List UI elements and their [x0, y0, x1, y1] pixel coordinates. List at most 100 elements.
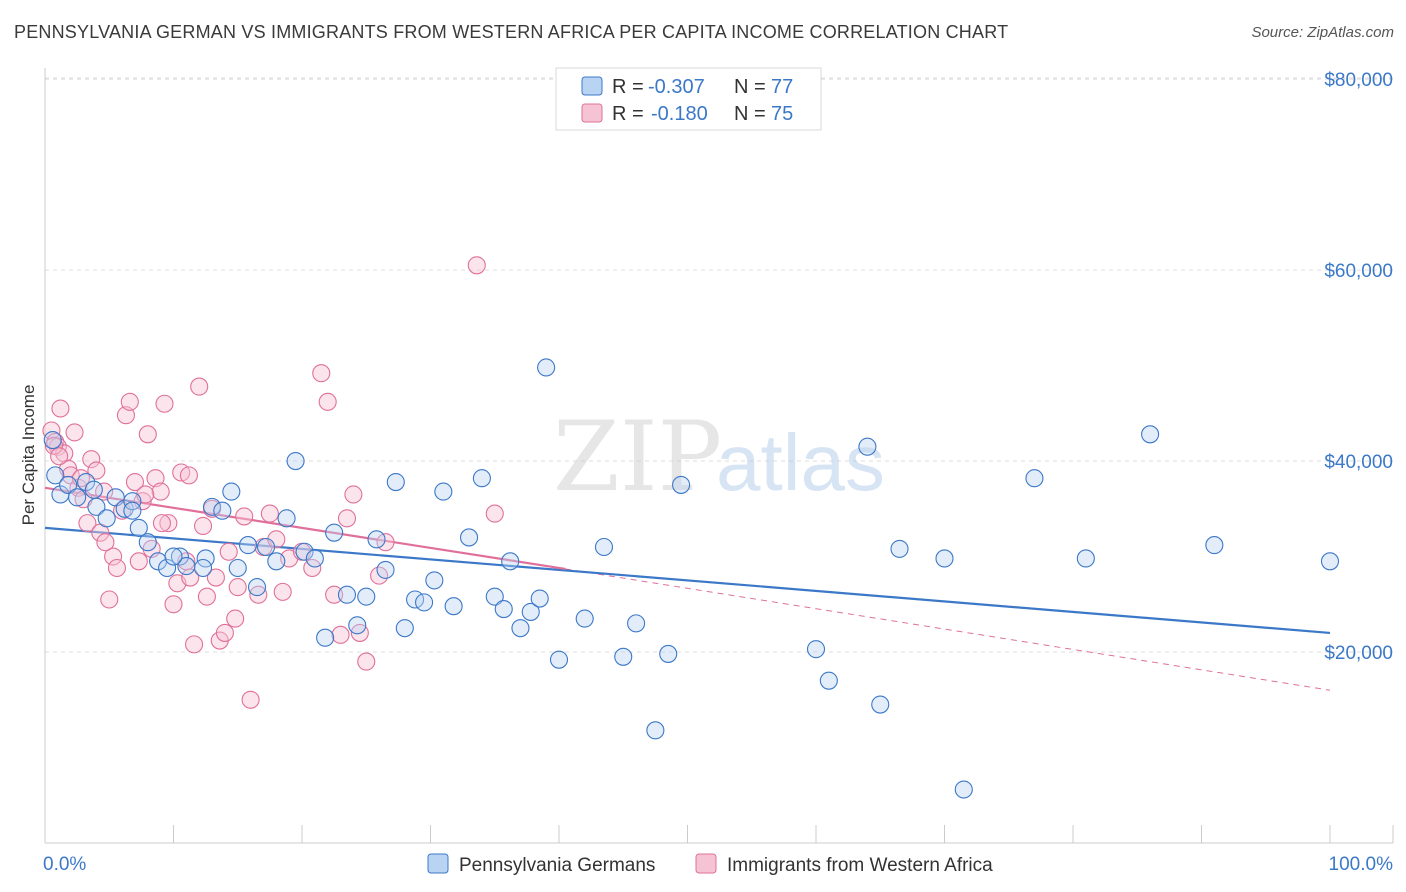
- chart-source: Source: ZipAtlas.com: [1251, 24, 1394, 41]
- point-blue-62: [858, 437, 877, 456]
- point-pink-19: [116, 406, 136, 425]
- point-blue-72: [43, 430, 62, 450]
- point-pink-54: [318, 392, 337, 411]
- point-blue-70: [1205, 536, 1224, 555]
- point-pink-20: [120, 392, 139, 411]
- gridlines: [45, 77, 1393, 653]
- y-tick-label-2: $60,000: [1324, 261, 1393, 282]
- point-pink-37: [194, 516, 213, 536]
- point-blue-54: [594, 537, 614, 557]
- point-blue-43: [459, 528, 479, 547]
- point-blue-31: [337, 585, 357, 604]
- point-pink-22: [129, 552, 148, 571]
- y-tick-label-1: $40,000: [1324, 452, 1393, 473]
- point-blue-65: [935, 549, 954, 568]
- point-blue-11: [138, 533, 157, 552]
- point-blue-19: [222, 482, 241, 501]
- point-blue-76: [194, 558, 213, 578]
- point-blue-32: [348, 616, 367, 635]
- point-pink-63: [467, 256, 486, 275]
- point-blue-40: [425, 571, 444, 590]
- point-blue-30: [325, 523, 344, 542]
- point-blue-55: [614, 647, 633, 666]
- legend-n-value-1: 77: [771, 76, 793, 98]
- point-pink-35: [185, 635, 204, 654]
- legend-box: R = -0.307 N = 77 R = -0.180 N = 75: [555, 67, 822, 131]
- watermark-atlas: atlas: [716, 418, 885, 507]
- point-blue-0: [46, 466, 65, 485]
- point-pink-0: [42, 421, 61, 440]
- point-blue-71: [1320, 552, 1340, 571]
- legend-n-value-2: 75: [771, 103, 793, 125]
- point-blue-20: [228, 558, 247, 578]
- point-pink-27: [151, 482, 170, 501]
- point-blue-13: [158, 558, 177, 578]
- point-pink-29: [159, 514, 178, 533]
- point-blue-59: [672, 475, 691, 494]
- data-points: [42, 256, 1340, 799]
- point-blue-58: [659, 644, 678, 663]
- point-pink-58: [344, 485, 363, 504]
- point-pink-11: [82, 450, 101, 469]
- point-blue-8: [115, 499, 134, 518]
- point-pink-56: [331, 625, 350, 644]
- point-pink-10: [78, 514, 97, 533]
- bottom-legend-swatch-pink: [695, 853, 717, 874]
- point-pink-34: [181, 568, 200, 587]
- point-pink-71: [179, 466, 198, 485]
- point-blue-75: [164, 547, 183, 566]
- point-blue-68: [1076, 549, 1095, 568]
- point-blue-39: [415, 593, 434, 612]
- point-blue-21: [238, 536, 258, 555]
- point-blue-66: [954, 780, 973, 799]
- point-blue-33: [357, 587, 376, 606]
- legend-r-value-2: -0.180: [651, 103, 708, 125]
- point-blue-69: [1141, 425, 1160, 444]
- legend-n-label-1: N =: [734, 76, 766, 98]
- point-blue-73: [84, 480, 103, 499]
- point-blue-60: [806, 640, 826, 659]
- point-pink-42: [215, 623, 234, 642]
- point-blue-63: [871, 695, 890, 714]
- point-blue-23: [256, 537, 276, 557]
- trend-line-blue: [44, 526, 1331, 635]
- point-blue-52: [549, 650, 569, 669]
- legend-swatch-pink: [581, 103, 603, 123]
- point-blue-47: [501, 552, 520, 571]
- point-pink-28: [155, 394, 174, 413]
- point-blue-34: [367, 530, 386, 549]
- point-pink-7: [65, 423, 84, 442]
- point-pink-26: [146, 469, 165, 488]
- point-blue-2: [59, 475, 78, 494]
- point-blue-25: [277, 509, 296, 528]
- point-pink-70: [152, 514, 171, 533]
- point-pink-24: [138, 425, 157, 444]
- point-pink-30: [164, 595, 183, 614]
- point-blue-6: [97, 509, 116, 528]
- point-pink-49: [267, 530, 286, 549]
- point-blue-46: [494, 600, 513, 619]
- point-blue-50: [530, 589, 549, 608]
- point-blue-22: [247, 578, 267, 597]
- point-blue-37: [395, 619, 414, 638]
- bottom-legend: Pennsylvania Germans Immigrants from Wes…: [427, 853, 993, 876]
- y-tick-label-3: $80,000: [1324, 70, 1393, 91]
- legend-r-label-2: R =: [612, 103, 644, 125]
- point-blue-26: [286, 451, 305, 471]
- bottom-legend-swatch-blue: [427, 853, 449, 874]
- x-tick-label-end: 100.0%: [1329, 854, 1394, 875]
- point-blue-3: [68, 488, 87, 507]
- point-blue-28: [305, 549, 324, 568]
- point-pink-3: [51, 399, 70, 418]
- y-axis-label: Per Capita Income: [19, 385, 38, 526]
- point-pink-53: [312, 364, 331, 383]
- point-blue-17: [203, 497, 222, 516]
- point-blue-10: [129, 518, 148, 537]
- point-blue-57: [646, 721, 665, 740]
- point-pink-43: [219, 542, 238, 561]
- point-pink-72: [226, 609, 245, 628]
- point-blue-67: [1025, 469, 1044, 488]
- point-pink-12: [87, 461, 106, 480]
- point-blue-53: [575, 609, 594, 628]
